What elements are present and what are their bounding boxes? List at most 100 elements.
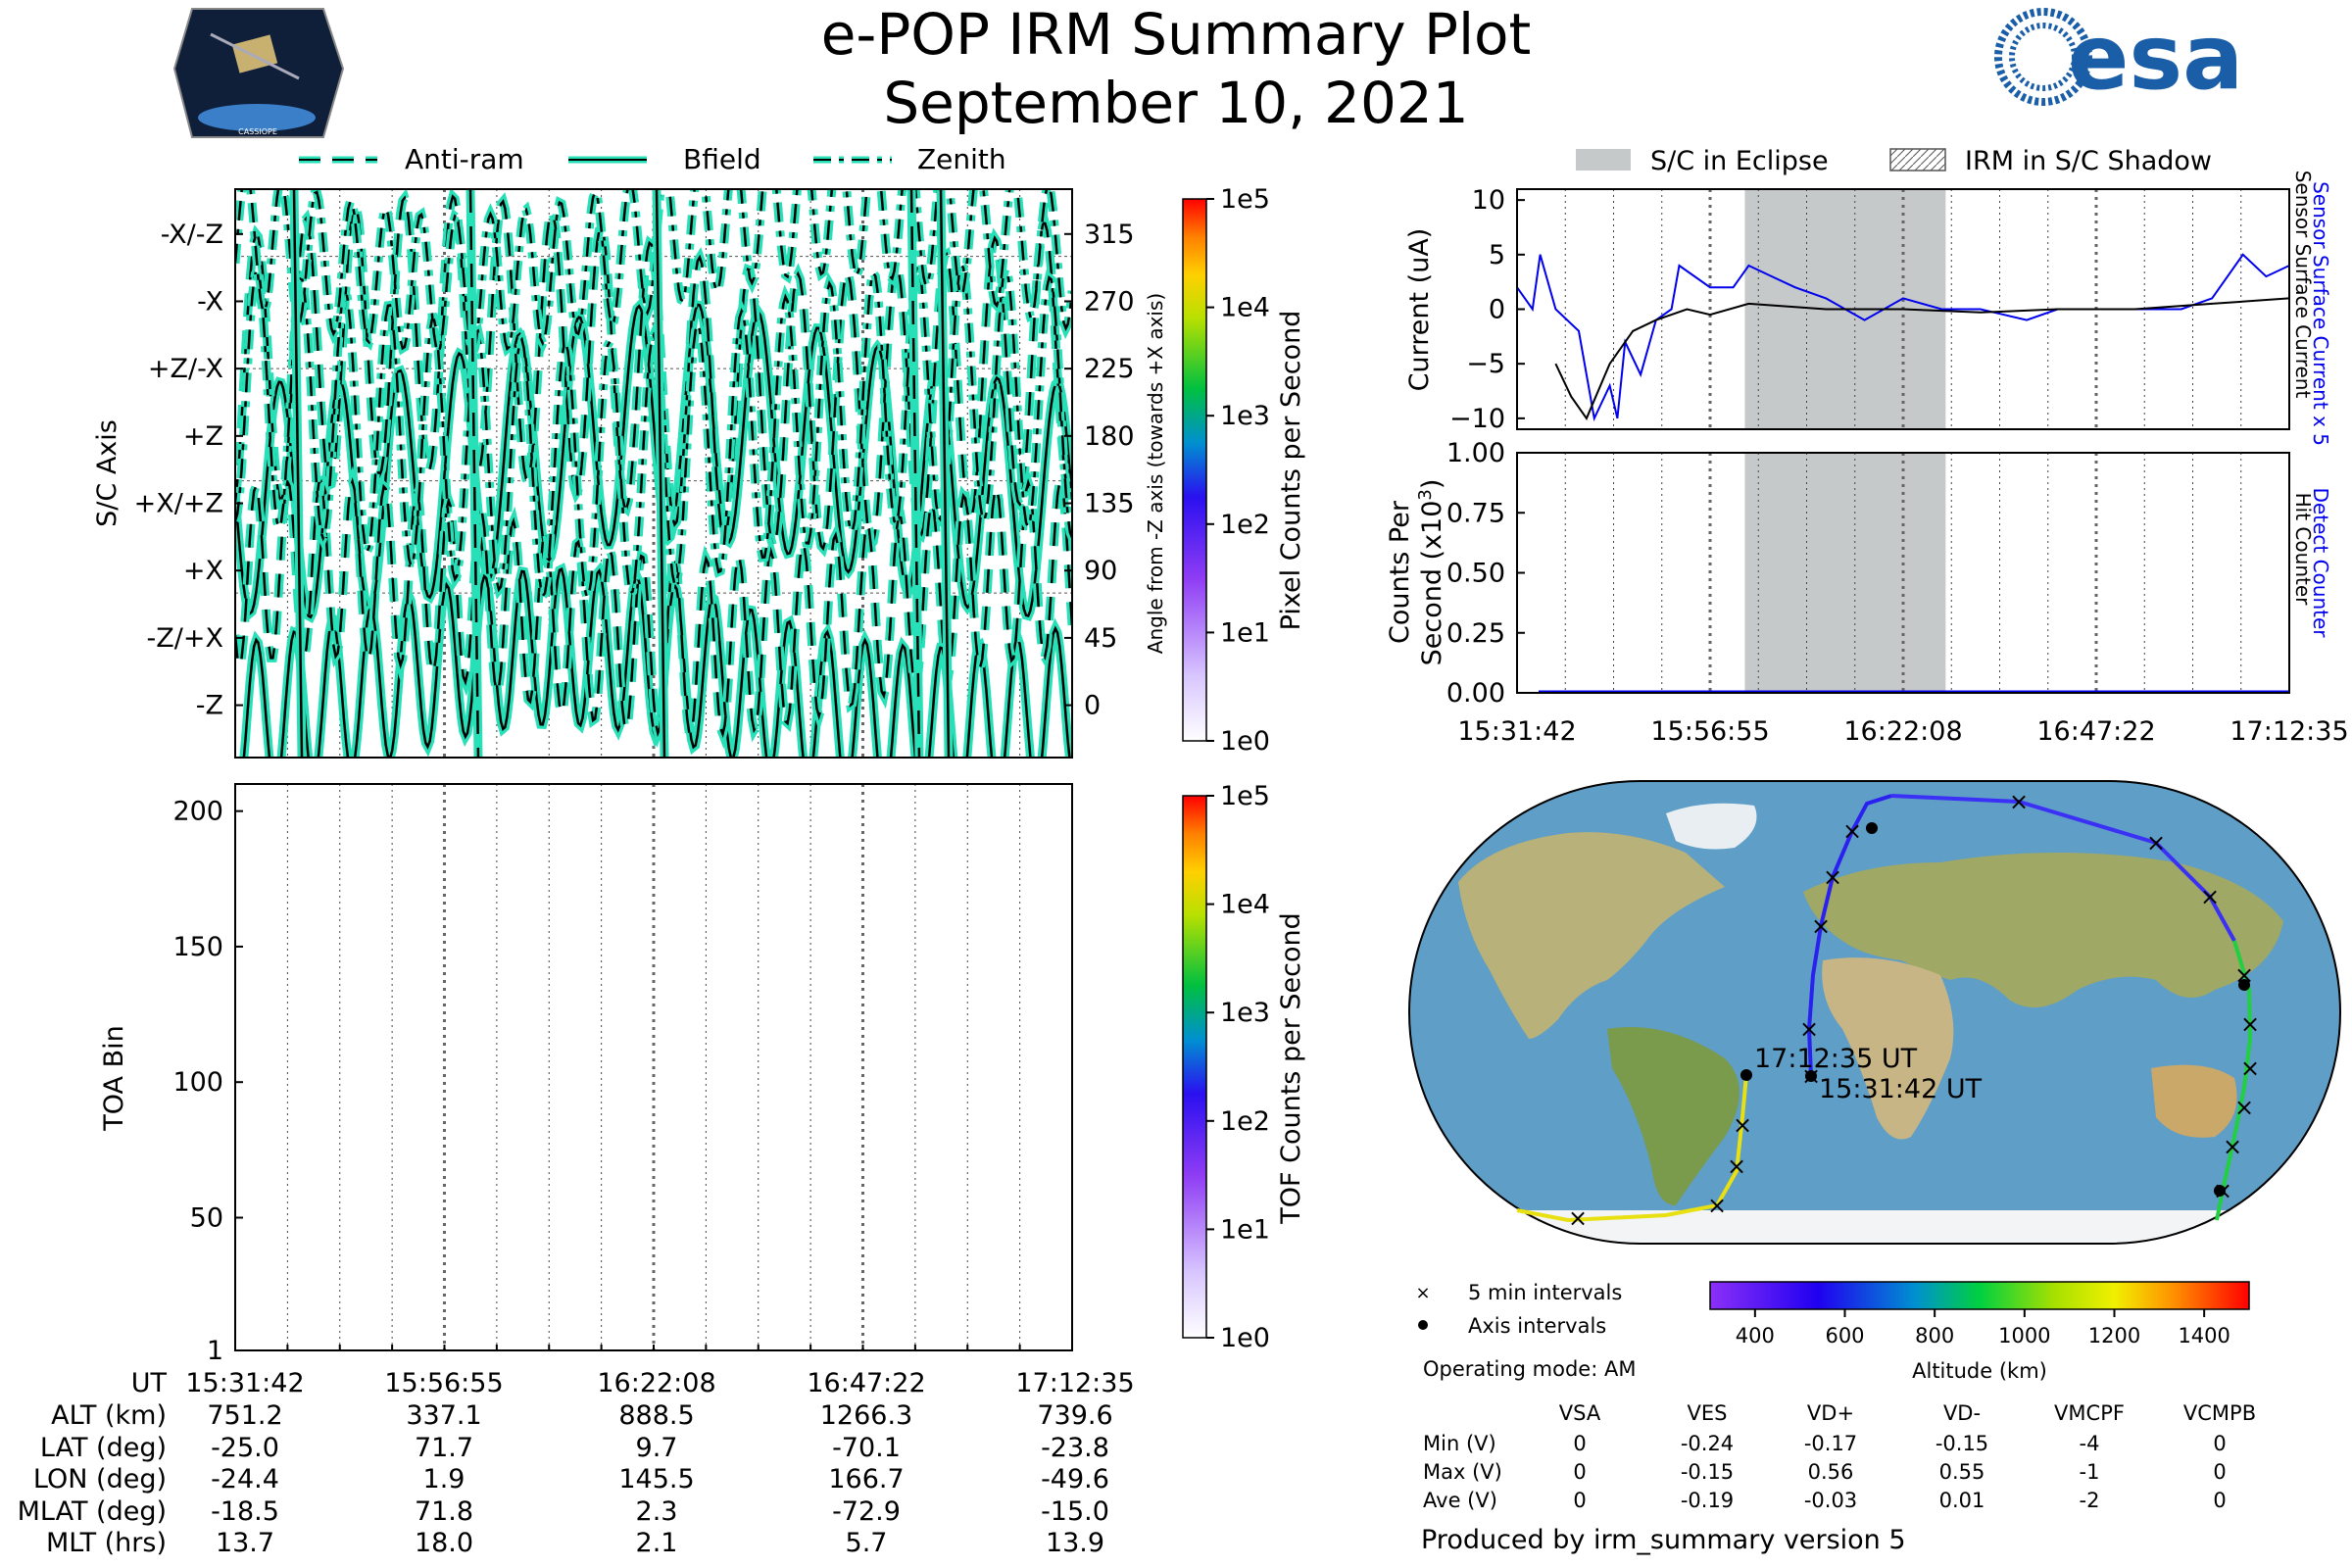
voltage-cell: -0.17 — [1804, 1432, 1857, 1455]
axis-left-tick-label: -X/-Z — [161, 220, 223, 250]
tof-colorbar: 1e5 1e4 1e3 1e2 1e1 1e0 TOF Counts per Second — [1182, 781, 1306, 1353]
ephemeris-cell: -24.4 — [211, 1464, 279, 1494]
voltage-cell: 0 — [2213, 1489, 2226, 1512]
legend-zenith: Zenith — [917, 143, 1006, 175]
current-right-label-x5: Sensor Surface Current x 5 — [2309, 181, 2332, 446]
counts-right-label-hit: Hit Counter — [2291, 493, 2315, 606]
anti-ram-trace — [235, 476, 1072, 739]
current-tick-label: 10 — [1472, 185, 1505, 216]
svg-text:esa: esa — [2068, 5, 2243, 110]
voltage-cell: 0 — [2213, 1460, 2226, 1484]
ephemeris-cell: 15:31:42 — [185, 1368, 304, 1398]
orbit-map: ×××××××××××××××××× 17:12:35 UT 15:31:42 … — [1408, 780, 2341, 1245]
axis-left-tick-label: -Z — [196, 691, 223, 721]
toa-plot: 200 150 100 50 1 TOA Bin — [99, 783, 1073, 1366]
trace-jump — [292, 189, 304, 758]
axis-interval-marker — [1740, 1069, 1752, 1081]
ephemeris-cell: 71.7 — [415, 1433, 473, 1463]
voltage-table: VSA VES VD+ VD- VMCPF VCMPB Min (V) 0 -0.24 -0.17… — [1423, 1401, 2256, 1512]
five-min-marker: × — [1733, 1111, 1752, 1139]
voltage-cell: 0 — [2213, 1432, 2226, 1455]
page-subtitle-date: September 10, 2021 — [883, 70, 1468, 136]
axis-plot: -X/-Z -X +Z/-X +Z +X/+Z +X -Z/+X -Z 315 270 225 18… — [92, 188, 1167, 759]
five-min-marker: × — [1799, 1015, 1819, 1043]
counts-right-label-detect: Detect Counter — [2309, 488, 2332, 639]
ephemeris-cell: 751.2 — [207, 1400, 282, 1431]
counts-tick-label: 1.00 — [1446, 438, 1505, 468]
ephemeris-row-label: UT — [131, 1368, 168, 1398]
trace-jump — [909, 189, 921, 758]
current-plot-ylabel: Current (uA) — [1404, 228, 1435, 392]
voltage-cell: -2 — [2080, 1489, 2100, 1512]
five-min-marker: × — [1707, 1192, 1727, 1219]
voltage-header: VES — [1688, 1401, 1728, 1425]
axis-interval-marker — [1866, 822, 1878, 834]
map-legend: × 5 min intervals Axis intervals Operati… — [1415, 1281, 1636, 1381]
map-africa — [1822, 957, 1954, 1140]
counts-tick-label: 0.25 — [1446, 618, 1505, 649]
voltage-cell: 0.56 — [1808, 1460, 1854, 1484]
current-tick-label: 5 — [1489, 240, 1505, 270]
colorbar-tick-label: 1e1 — [1220, 1214, 1270, 1245]
orbit-track-line — [1890, 794, 2236, 942]
counts-plot: 1.00 0.75 0.50 0.25 0.00 Counts Per Second (… — [1385, 438, 2349, 747]
axis-right-tick-label: 135 — [1084, 489, 1135, 519]
orbit-track-line — [1516, 1074, 1748, 1223]
ephemeris-cell: 739.6 — [1037, 1400, 1112, 1431]
five-min-marker: × — [2146, 829, 2166, 857]
operating-mode: Operating mode: AM — [1423, 1357, 1636, 1381]
voltage-cell: -0.15 — [1681, 1460, 1734, 1484]
map-end-label: 17:12:35 UT — [1754, 1044, 1918, 1074]
ephemeris-cell: 18.0 — [415, 1528, 473, 1558]
x-marker-icon: × — [1415, 1283, 1430, 1303]
dot-marker-icon — [1418, 1320, 1428, 1330]
eclipse-legend: S/C in Eclipse IRM in S/C Shadow — [1576, 146, 2212, 176]
cassiope-logo: CASSIOPE — [172, 8, 345, 138]
five-min-marker: × — [1811, 912, 1831, 940]
axis-plot-ylabel: S/C Axis — [92, 419, 122, 527]
ephemeris-cell: -49.6 — [1041, 1464, 1109, 1494]
five-min-marker: × — [1823, 863, 1842, 891]
pixel-colorbar: 1e5 1e4 1e3 1e2 1e1 1e0 Pixel Counts per Seco… — [1182, 184, 1306, 757]
current-tick-label: 0 — [1489, 295, 1505, 325]
orbit-track-line — [1806, 794, 1892, 1077]
voltage-cell: -4 — [2080, 1432, 2100, 1455]
voltage-header: VD+ — [1807, 1401, 1854, 1425]
axis-interval-marker — [2238, 979, 2250, 991]
colorbar-tick-label: 1e3 — [1220, 401, 1270, 431]
altitude-label: Altitude (km) — [1912, 1359, 2047, 1383]
ephemeris-cell: -70.1 — [832, 1433, 901, 1463]
map-south-america — [1607, 1027, 1740, 1205]
altitude-tick-label: 1200 — [2088, 1324, 2140, 1348]
ephemeris-row-label: LAT (deg) — [40, 1433, 167, 1463]
altitude-tick-label: 1000 — [1998, 1324, 2050, 1348]
five-min-marker: × — [2240, 1010, 2260, 1038]
voltage-cell: 0.55 — [1939, 1460, 1985, 1484]
ephemeris-cell: 15:56:55 — [384, 1368, 503, 1398]
altitude-tick-label: 1400 — [2178, 1324, 2230, 1348]
legend-eclipse: S/C in Eclipse — [1650, 146, 1829, 176]
current-plot: 10 5 0 −5 −10 Current (uA) Sensor Surface Cu… — [1404, 171, 2332, 446]
map-greenland — [1666, 803, 1757, 850]
ephemeris-cell: 17:12:35 — [1015, 1368, 1134, 1398]
toa-tick-label: 1 — [207, 1336, 223, 1366]
ephemeris-cell: 2.3 — [636, 1496, 678, 1527]
axis-right-tick-label: 270 — [1084, 286, 1135, 317]
colorbar-tick-label: 1e0 — [1220, 1323, 1270, 1353]
ephemeris-cell: 2.1 — [636, 1528, 678, 1558]
axis-left-tick-label: +X — [183, 556, 223, 586]
legend-axis-intervals: Axis intervals — [1468, 1314, 1606, 1338]
five-min-marker: × — [2223, 1133, 2242, 1160]
toa-plot-ylabel: TOA Bin — [99, 1025, 129, 1131]
ephemeris-cell: 5.7 — [846, 1528, 888, 1558]
ephemeris-cell: 13.9 — [1046, 1528, 1104, 1558]
axis-left-tick-label: -X — [197, 286, 223, 317]
ephemeris-cell: 9.7 — [636, 1433, 678, 1463]
axis-left-tick-label: +Z — [183, 421, 223, 452]
trace-jump — [939, 189, 951, 758]
toa-tick-label: 200 — [172, 797, 223, 827]
colorbar-tick-label: 1e5 — [1220, 184, 1270, 215]
five-min-marker: × — [2234, 1094, 2254, 1121]
